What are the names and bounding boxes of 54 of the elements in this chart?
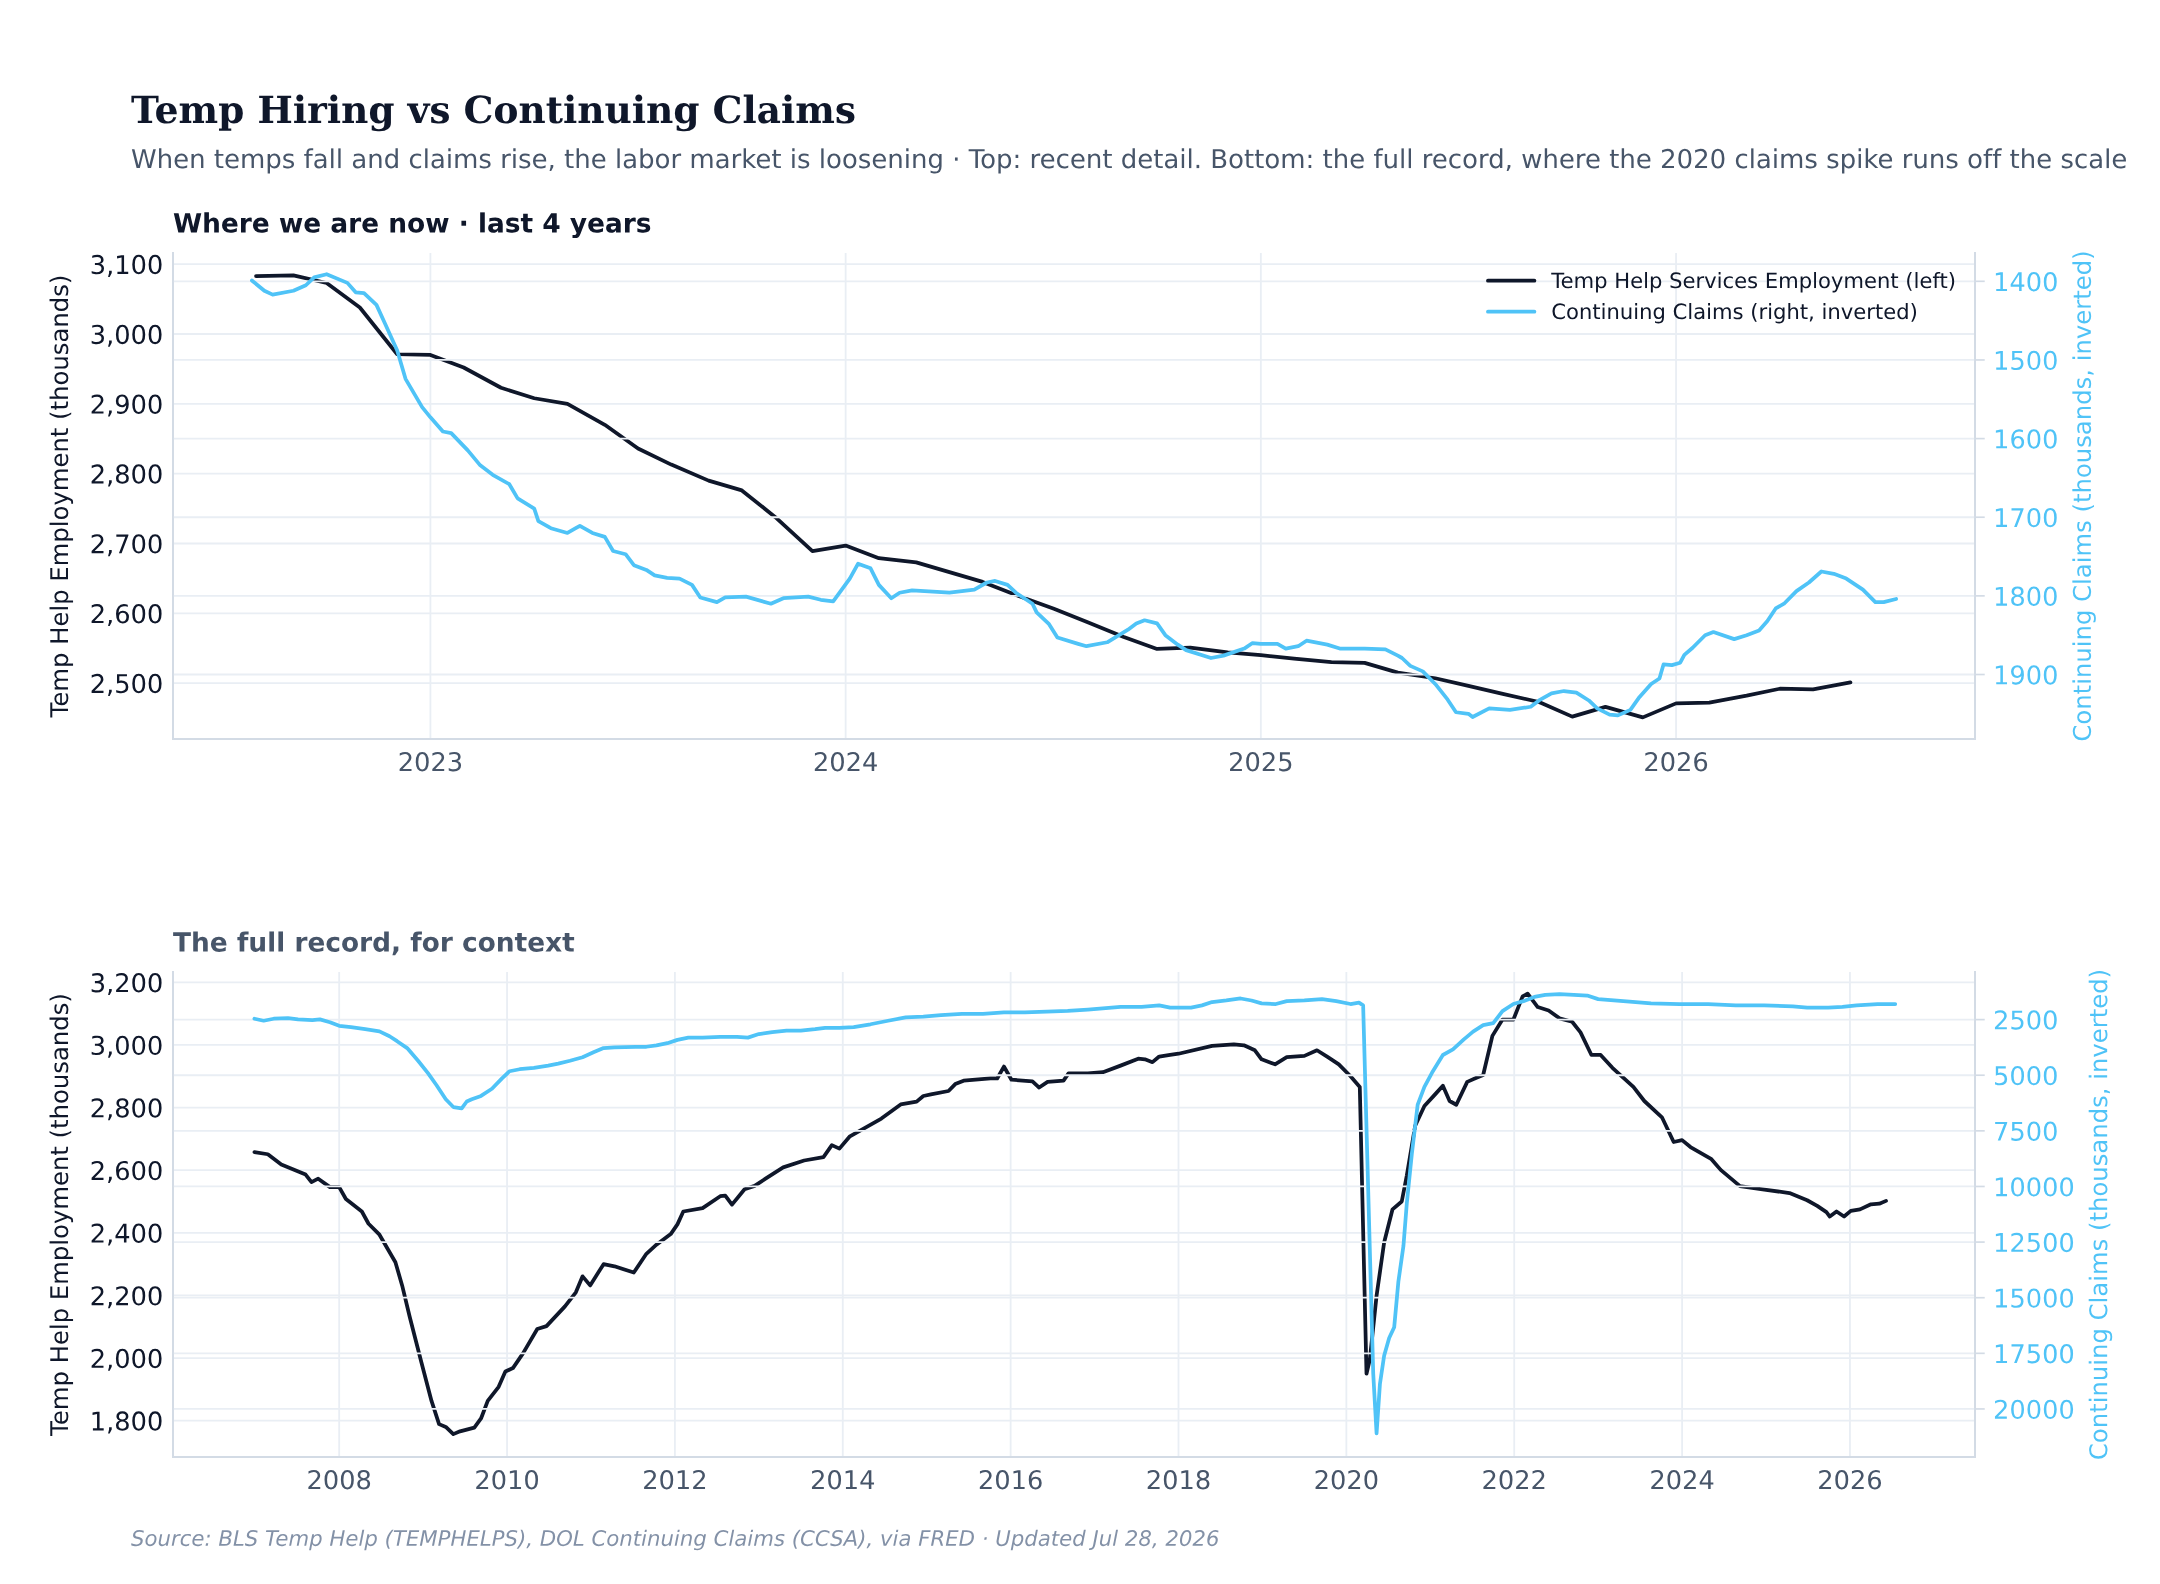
y2-tick-label: 17500: [1995, 1344, 2074, 1364]
y2-tick-label: 12500: [1995, 1232, 2074, 1253]
y2-axis-title: Continuing Claims (thousands, inverted): [2072, 252, 2096, 741]
x-tick-label: 2026: [1645, 751, 1708, 772]
y-tick-label: 2,800: [91, 464, 162, 487]
text: The full record, for context: [173, 931, 575, 956]
x-tick-label: 2018: [1147, 1469, 1210, 1490]
x-tick-label: 2020: [1315, 1469, 1378, 1490]
y2-tick-label: 1500: [1995, 350, 2057, 371]
y-tick-label: 2,700: [91, 534, 162, 557]
x-tick-label: 2025: [1230, 751, 1292, 772]
y-axis-title: Temp Help Employment (thousands): [49, 276, 74, 718]
y-tick-label: 2,500: [91, 673, 162, 696]
y-tick-label: 1,800: [92, 1411, 162, 1434]
x-tick-label: 2024: [814, 751, 877, 772]
y2-tick-label: 7500: [1995, 1121, 2057, 1141]
chart-subtitle: When temps fall and claims rise, the labor market is loosening · Top: recent detail. Bottom: the full record, where the 2020 claims spike runs off the scale: [131, 148, 2126, 174]
y-tick-label: 3,200: [91, 973, 162, 996]
y2-tick-label: 5000: [1995, 1065, 2057, 1086]
chart-title: Temp Hiring vs Continuing Claims: [131, 94, 855, 132]
y2-axis-title: Continuing Claims (thousands, inverted): [2088, 971, 2113, 1459]
y-tick-label: 3,100: [91, 254, 162, 277]
text: Where we are now · last 4 years: [173, 212, 651, 239]
x-tick-label: 2016: [979, 1469, 1042, 1490]
y-tick-label: 3,000: [91, 324, 162, 347]
y2-tick-label: 20000: [1994, 1399, 2074, 1420]
source-note: Source: BLS Temp Help (TEMPHELPS), DOL Continuing Claims (CCSA), via FRED · Updated Jul 28, 2026: [131, 1529, 1219, 1551]
y-tick-label: 2,800: [91, 1098, 162, 1121]
legend-label: Temp Help Services Employment (left): [1551, 272, 1955, 293]
x-tick-label: 2008: [308, 1469, 371, 1490]
y2-tick-label: 1900: [1995, 665, 2057, 685]
y-tick-label: 2,400: [91, 1223, 162, 1246]
y2-tick-label: 10000: [1995, 1177, 2074, 1197]
x-tick-label: 2024: [1651, 1469, 1714, 1490]
y-tick-label: 2,600: [91, 1160, 162, 1183]
y2-tick-label: 1400: [1995, 272, 2057, 292]
y-tick-label: 2,200: [91, 1286, 162, 1309]
y-tick-label: 2,600: [91, 604, 162, 627]
legend-label: Continuing Claims (right, inverted): [1552, 302, 1917, 324]
y-tick-label: 2,900: [91, 394, 162, 417]
x-tick-label: 2010: [476, 1469, 539, 1490]
x-tick-label: 2026: [1819, 1469, 1882, 1490]
x-tick-label: 2012: [644, 1469, 706, 1490]
y2-tick-label: 1700: [1995, 507, 2057, 528]
y-tick-label: 2,000: [91, 1348, 162, 1371]
y2-tick-label: 2500: [1994, 1010, 2057, 1030]
y2-tick-label: 1600: [1995, 429, 2057, 449]
x-tick-label: 2023: [399, 751, 462, 772]
y2-tick-label: 15000: [1995, 1288, 2074, 1308]
y2-tick-label: 1800: [1995, 586, 2057, 606]
y-axis-title: Temp Help Employment (thousands): [49, 995, 74, 1436]
x-tick-label: 2014: [811, 1469, 875, 1490]
x-tick-label: 2022: [1483, 1469, 1545, 1490]
y-tick-label: 3,000: [91, 1035, 162, 1058]
